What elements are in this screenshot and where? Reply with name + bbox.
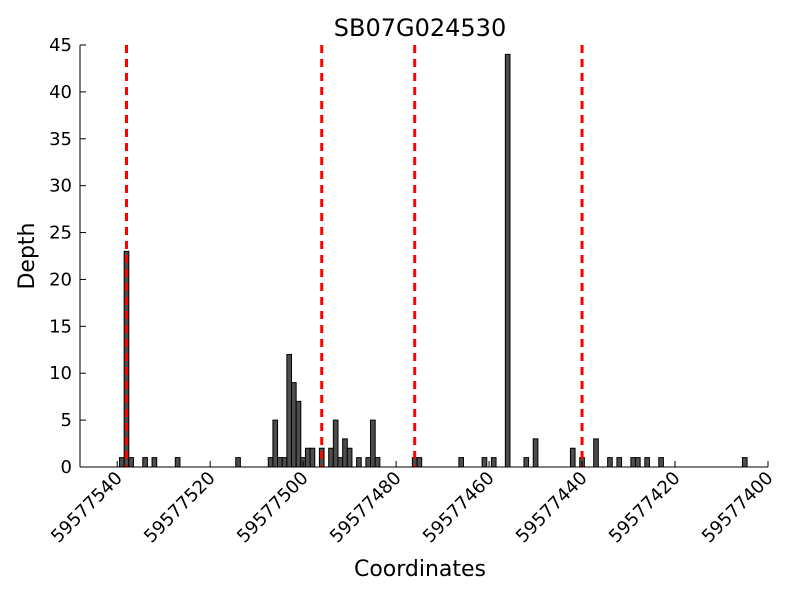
bar xyxy=(490,457,497,468)
bar xyxy=(365,457,372,468)
bar xyxy=(630,457,637,468)
bar xyxy=(174,457,181,468)
y-tick-label: 45 xyxy=(49,35,72,56)
bar xyxy=(291,382,297,468)
bar xyxy=(481,457,488,468)
bar xyxy=(332,419,339,468)
bar xyxy=(281,457,288,468)
bar xyxy=(277,457,283,468)
bar xyxy=(644,457,650,468)
y-tick-label: 30 xyxy=(49,176,72,197)
bar xyxy=(658,457,664,468)
x-tick-label: 59577460 xyxy=(419,468,499,548)
y-tick-label: 20 xyxy=(49,269,72,290)
bar xyxy=(504,53,511,468)
bar xyxy=(304,447,311,468)
bar xyxy=(309,447,316,468)
y-tick-label: 35 xyxy=(49,129,72,150)
bar xyxy=(356,457,362,468)
marker-lines xyxy=(124,45,584,467)
y-tick-label: 5 xyxy=(61,410,72,431)
bar xyxy=(569,447,576,468)
y-tick-label: 40 xyxy=(49,82,72,103)
bar xyxy=(593,438,599,468)
bar xyxy=(142,457,148,468)
x-axis-label: Coordinates xyxy=(354,557,486,582)
bar xyxy=(741,457,748,468)
bar xyxy=(328,447,334,468)
bar xyxy=(607,457,613,468)
y-tick-label: 0 xyxy=(61,457,72,478)
y-tick-label: 10 xyxy=(49,363,72,384)
bar xyxy=(286,353,293,468)
chart-title: SB07G024530 xyxy=(334,14,506,42)
bar xyxy=(523,457,530,468)
x-axis-ticks: 59577540 59577520 59577500 59577480 59577460… xyxy=(47,461,778,548)
bar xyxy=(272,419,279,468)
bar xyxy=(342,438,348,468)
bar xyxy=(128,457,134,468)
bar xyxy=(374,457,381,468)
x-tick-label: 59577420 xyxy=(605,468,685,548)
bar xyxy=(235,457,241,468)
bar xyxy=(295,400,302,468)
bar xyxy=(370,419,376,468)
bar xyxy=(635,457,641,468)
bar xyxy=(267,457,274,468)
y-tick-label: 15 xyxy=(49,316,72,337)
bar-series xyxy=(119,53,748,468)
bar xyxy=(532,438,539,468)
x-tick-label: 59577500 xyxy=(233,468,313,548)
bar xyxy=(616,457,623,468)
bar xyxy=(151,457,158,468)
y-axis-label: Depth xyxy=(15,222,40,289)
bar xyxy=(119,457,125,468)
bar xyxy=(337,457,344,468)
x-tick-label: 59577520 xyxy=(140,468,220,548)
x-tick-label: 59577540 xyxy=(47,468,127,548)
bar xyxy=(458,457,465,468)
x-tick-label: 59577400 xyxy=(698,468,778,548)
y-axis-ticks: 0 5 10 15 20 25 30 35 40 45 xyxy=(49,35,86,478)
y-tick-label: 25 xyxy=(49,223,72,244)
axes xyxy=(79,45,768,468)
bar xyxy=(346,447,353,468)
x-tick-label: 59577440 xyxy=(512,468,592,548)
bar xyxy=(416,457,423,468)
x-tick-label: 59577480 xyxy=(326,468,406,548)
